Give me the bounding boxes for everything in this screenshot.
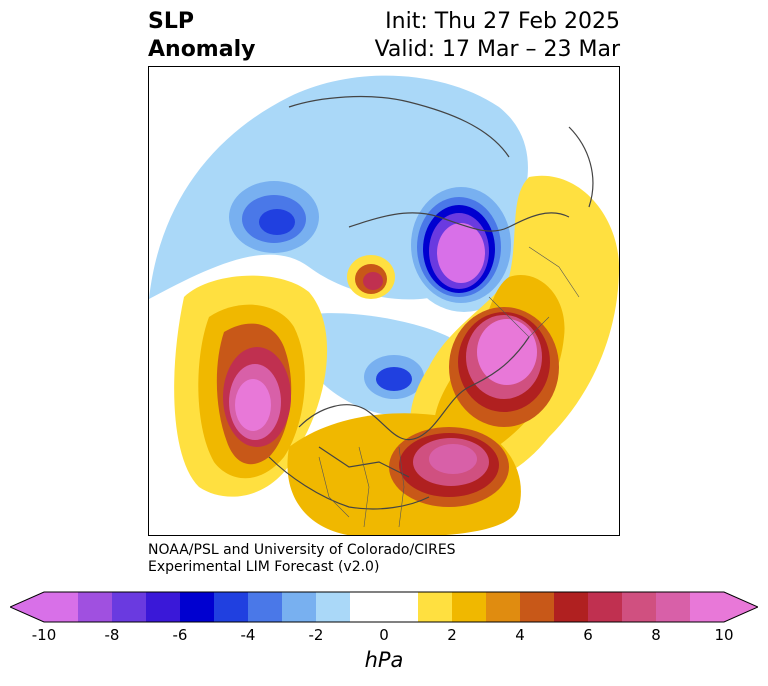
colorbar-bin <box>78 592 113 622</box>
colorbar-unit: hPa <box>364 648 404 672</box>
pacific-high <box>174 275 328 497</box>
hudson-low <box>364 355 424 399</box>
colorbar-tick-label: -2 <box>308 626 324 644</box>
colorbar-bin <box>690 592 725 622</box>
colorbar-tick-label: 6 <box>583 626 593 644</box>
title-line-2: Anomaly <box>148 37 256 62</box>
colorbar-bin <box>146 592 181 622</box>
colorbar-tick-label: -10 <box>31 626 57 644</box>
colorbar-tick-label: -8 <box>104 626 120 644</box>
init-date: Init: Thu 27 Feb 2025 <box>385 9 620 34</box>
colorbar-tick-label: 8 <box>651 626 661 644</box>
colorbar-tick-label: 0 <box>379 626 389 644</box>
credit: NOAA/PSL and University of Colorado/CIRE… <box>148 542 456 576</box>
greenland-high <box>347 255 395 307</box>
colorbar-bin <box>486 592 521 622</box>
colorbar-bin <box>554 592 589 622</box>
slp-anomaly-map <box>149 75 619 535</box>
colorbar-bin <box>214 592 249 622</box>
credit-line-1: NOAA/PSL and University of Colorado/CIRE… <box>148 542 456 558</box>
colorbar-bin <box>520 592 555 622</box>
colorbar-over-arrow <box>724 592 758 622</box>
colorbar-tick-label: -6 <box>172 626 188 644</box>
map-panel <box>148 66 620 536</box>
colorbar-tick-label: 4 <box>515 626 525 644</box>
colorbar-bin <box>622 592 657 622</box>
colorbar-under-arrow <box>10 592 44 622</box>
colorbar-ticks: -10 -8 -6 -4 -2 0 2 4 6 8 10 <box>0 626 768 646</box>
colorbar-bin <box>452 592 487 622</box>
colorbar <box>10 591 758 623</box>
colorbar-bin <box>384 592 419 622</box>
colorbar-bin <box>418 592 453 622</box>
colorbar-tick-label: -4 <box>240 626 256 644</box>
forecast-dates: Init: Thu 27 Feb 2025 Valid: 17 Mar – 23… <box>375 8 620 64</box>
colorbar-bin <box>44 592 79 622</box>
valid-dates: Valid: 17 Mar – 23 Mar <box>374 37 620 62</box>
colorbar-bin <box>248 592 283 622</box>
alaska-low <box>229 181 319 253</box>
credit-line-2: Experimental LIM Forecast (v2.0) <box>148 559 380 575</box>
colorbar-tick-label: 10 <box>714 626 734 644</box>
colorbar-bin <box>656 592 691 622</box>
map-title: SLP Anomaly <box>148 8 255 64</box>
title-line-1: SLP <box>148 9 194 34</box>
colorbar-tick-label: 2 <box>447 626 457 644</box>
colorbar-bins <box>44 592 725 622</box>
colorbar-bin <box>316 592 351 622</box>
coastlines <box>268 95 594 510</box>
colorbar-bin <box>112 592 147 622</box>
colorbar-bin <box>180 592 215 622</box>
colorbar-bin <box>282 592 317 622</box>
colorbar-outline <box>10 591 758 623</box>
borders <box>318 246 580 528</box>
colorbar-bin <box>588 592 623 622</box>
colorbar-bin <box>350 592 385 622</box>
